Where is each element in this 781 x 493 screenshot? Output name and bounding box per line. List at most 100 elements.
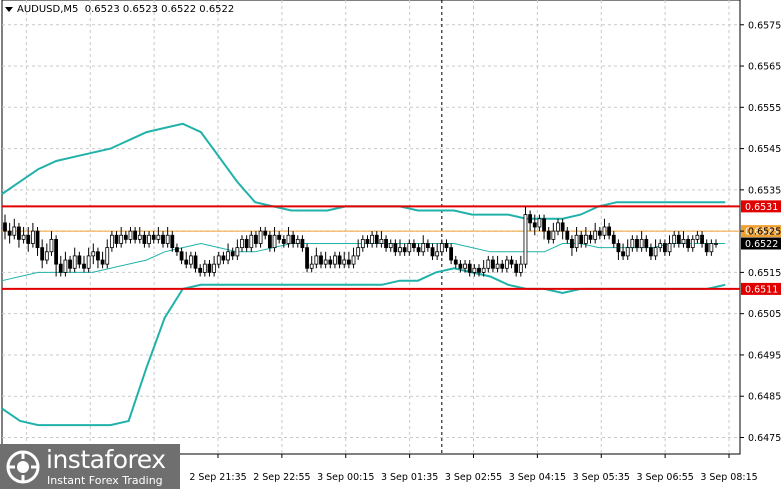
candle-body <box>570 238 574 249</box>
candle-body <box>616 243 621 253</box>
candle-body <box>40 247 45 261</box>
price-level-tag <box>741 225 781 238</box>
candle-body <box>3 222 7 232</box>
candle-body <box>365 238 370 244</box>
candle-body <box>393 243 398 253</box>
candle-body <box>681 238 686 244</box>
candle-body <box>518 263 523 273</box>
candle-body <box>123 234 128 240</box>
candle-body <box>105 247 110 265</box>
candle-body <box>314 255 319 265</box>
candle-body <box>644 238 649 249</box>
candle-body <box>77 255 82 265</box>
x-tick-label: 2 Sep 22:55 <box>253 472 310 483</box>
candle-body <box>704 243 709 253</box>
x-tick-label: 2 Sep 21:35 <box>189 472 246 483</box>
x-tick-label: 3 Sep 04:15 <box>509 472 566 483</box>
symbol-label: AUDUSD,M5 <box>17 4 79 15</box>
instaforex-logo: instaforex Instant Forex Trading <box>0 444 180 489</box>
candle-body <box>212 263 217 273</box>
y-tick-label: 0.6535 <box>748 185 781 196</box>
candle-body <box>602 226 607 236</box>
x-tick-label: 3 Sep 05:35 <box>573 472 630 483</box>
candle-body <box>305 247 309 269</box>
candle-body <box>291 234 296 244</box>
candle-body <box>444 243 449 249</box>
candle-body <box>667 243 672 253</box>
y-tick-label: 0.6495 <box>748 350 781 361</box>
candle-body <box>635 238 639 249</box>
candle-body <box>221 255 226 261</box>
candle-body <box>100 259 105 265</box>
candle-body <box>35 230 40 249</box>
candle-body <box>346 259 351 265</box>
candle-body <box>611 234 616 244</box>
candle-body <box>649 247 653 257</box>
candle-body <box>277 234 282 240</box>
candle-body <box>188 255 193 265</box>
candle-body <box>68 259 72 269</box>
candle-body <box>170 234 175 249</box>
candle-body <box>82 263 86 269</box>
candle-body <box>137 234 142 240</box>
candle-body <box>593 230 598 240</box>
candle-body <box>551 230 556 240</box>
candle-body <box>193 255 198 269</box>
candle-body <box>175 247 179 253</box>
price-level-label: 0.6511 <box>745 284 778 295</box>
candle-body <box>500 263 505 269</box>
logo-name: instaforex <box>46 445 166 474</box>
candle-body <box>151 234 156 240</box>
ohlc-values: 0.6523 0.6523 0.6522 0.6522 <box>84 4 235 15</box>
candle-body <box>244 238 249 249</box>
candle-body <box>128 230 133 240</box>
candle-body <box>342 259 347 265</box>
candle-body <box>504 259 509 269</box>
candle-body <box>625 247 630 257</box>
candle-body <box>54 238 59 265</box>
candle-body <box>267 234 272 249</box>
candle-body <box>588 234 593 240</box>
candle-body <box>119 234 124 244</box>
candle-body <box>165 234 170 244</box>
candle-body <box>12 226 17 236</box>
candle-body <box>532 222 537 228</box>
y-tick-label: 0.6565 <box>748 62 781 73</box>
candle-body <box>416 247 421 253</box>
candle-body <box>686 238 691 249</box>
price-levels: 0.6531 0.6525 0.6511 0.6522 <box>2 200 781 295</box>
candle-body <box>226 251 230 261</box>
candle-body <box>412 243 416 249</box>
price-axis: 0.65750.65650.65550.65450.65350.65250.65… <box>740 20 781 444</box>
candle-body <box>254 234 258 244</box>
candle-body <box>425 243 430 249</box>
candle-body <box>49 238 54 253</box>
dropdown-arrow-icon[interactable] <box>5 6 13 12</box>
candle-body <box>240 238 244 249</box>
instaforex-logo-icon <box>6 450 40 484</box>
candle-body <box>184 259 189 265</box>
chart-header: AUDUSD,M5 0.6523 0.6523 0.6522 0.6522 <box>5 4 234 15</box>
candle-body <box>86 255 91 269</box>
y-tick-label: 0.6555 <box>748 103 781 114</box>
candle-body <box>30 230 35 244</box>
candle-body <box>398 247 402 253</box>
candle-body <box>453 259 458 265</box>
candle-body <box>17 226 21 240</box>
candle-body <box>676 234 681 244</box>
price-level-label: 0.6531 <box>745 202 778 213</box>
candle-body <box>379 238 384 244</box>
candle-body <box>7 230 12 236</box>
candle-body <box>523 214 528 265</box>
candle-body <box>491 259 495 269</box>
candle-body <box>235 247 240 257</box>
candle-body <box>230 251 235 257</box>
x-tick-label: 3 Sep 00:15 <box>317 472 374 483</box>
candle-body <box>463 263 467 269</box>
logo-tagline: Instant Forex Trading <box>47 474 163 487</box>
candle-body <box>556 222 560 232</box>
price-level-label: 0.6525 <box>745 227 778 238</box>
candle-body <box>458 263 463 269</box>
